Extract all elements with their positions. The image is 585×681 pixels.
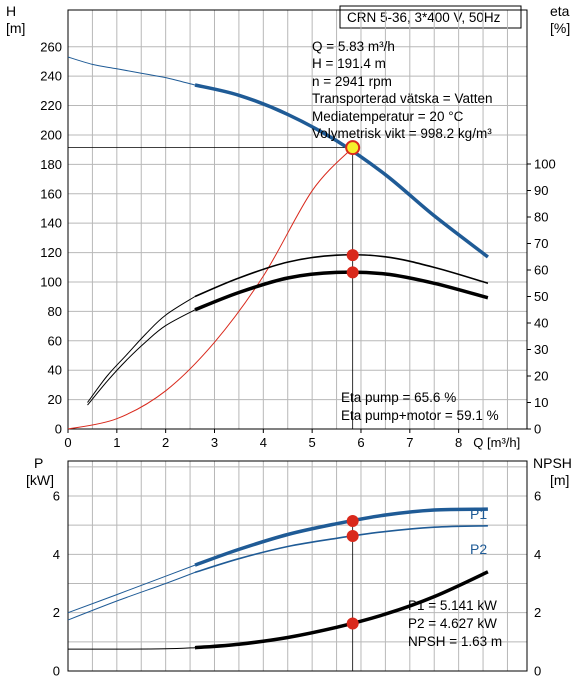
h-tick-label: 200 (40, 127, 62, 142)
npsh-tick-label: 0 (534, 664, 541, 679)
bottom-plot-frame (67, 460, 528, 672)
eta-axis-label: eta (550, 3, 570, 19)
info-q: Q = 5.83 m³/h (312, 39, 395, 54)
h-tick-label: 80 (48, 304, 62, 319)
info-p1: P1 = 5.141 kW (408, 598, 497, 613)
h-tick-label: 240 (40, 69, 62, 84)
eta-pump-op-marker (346, 249, 359, 262)
eta-pump-curve-thick (194, 253, 489, 298)
p-tick-label: 0 (53, 664, 60, 679)
q-tick-label: 2 (162, 435, 169, 450)
eta-total-op-marker (346, 266, 359, 279)
q-tick-label: 8 (455, 435, 462, 450)
q-tick-label: 6 (357, 435, 364, 450)
h-tick-label: 40 (48, 363, 62, 378)
eta-total-curve-thin (87, 309, 196, 406)
npsh-curve-thick (194, 570, 489, 650)
eta-tick-label: 0 (534, 422, 541, 437)
chart-title: CRN 5-36, 3*400 V, 50Hz (347, 10, 501, 25)
eta-tick-label: 90 (534, 183, 548, 198)
p1-curve-thin (67, 564, 196, 614)
eta-pump-curve-thin (87, 296, 196, 403)
npsh-axis-label: NPSH (533, 455, 572, 471)
npsh-axis-unit: [m] (550, 472, 569, 488)
h-axis-unit: [m] (6, 20, 25, 36)
h-tick-label: 100 (40, 274, 62, 289)
bottom-ticks: 0 2 4 6 0 2 4 6 (53, 489, 541, 679)
info-eta-pump-motor: Eta pump+motor = 59.1 % (341, 408, 499, 423)
h-tick-label: 20 (48, 392, 62, 407)
eta-axis-unit: [%] (550, 20, 570, 36)
eta-tick-label: 50 (534, 289, 548, 304)
p1-op-marker (346, 515, 359, 528)
h-op-marker (345, 140, 361, 156)
info-npsh: NPSH = 1.63 m (408, 634, 502, 649)
q-tick-label: 1 (113, 435, 120, 450)
npsh-curve-thin (67, 647, 196, 650)
h-tick-label: 260 (40, 39, 62, 54)
h-tick-label: 120 (40, 245, 62, 260)
h-tick-label: 0 (55, 422, 62, 437)
top-plot-frame (67, 9, 528, 430)
info-h: H = 191.4 m (312, 56, 386, 71)
p-tick-label: 6 (53, 489, 60, 504)
info-n: n = 2941 rpm (312, 74, 392, 89)
npsh-tick-label: 4 (534, 547, 541, 562)
bottom-curves (67, 507, 489, 671)
h-curve-thick (194, 83, 489, 259)
info-density: Volymetrisk vikt = 998.2 kg/m³ (312, 126, 492, 141)
h-tick-label: 60 (48, 333, 62, 348)
q-tick-label: 5 (309, 435, 316, 450)
h-curve-thin (67, 56, 196, 86)
top-curves (67, 56, 489, 430)
npsh-op-marker (346, 617, 359, 630)
eta-total-curve-thick (194, 270, 489, 312)
bottom-grid (67, 460, 528, 672)
p1-curve-thick (194, 507, 488, 567)
series-label-p1: P1 (470, 506, 487, 522)
eta-tick-label: 70 (534, 236, 548, 251)
eta-tick-label: 40 (534, 316, 548, 331)
top-grid (67, 9, 528, 430)
q-tick-label: 3 (211, 435, 218, 450)
p2-curve-thick (194, 525, 488, 574)
eta-tick-label: 20 (534, 369, 548, 384)
q-tick-label: 4 (260, 435, 267, 450)
info-liquid: Transporterad vätska = Vatten (312, 91, 492, 106)
h-tick-label: 180 (40, 157, 62, 172)
eta-tick-label: 60 (534, 263, 548, 278)
system-curve (67, 147, 354, 430)
h-tick-label: 140 (40, 216, 62, 231)
p2-curve-thin (67, 571, 196, 621)
h-tick-label: 160 (40, 186, 62, 201)
info-temperature: Mediatemperatur = 20 °C (312, 109, 464, 124)
eta-tick-label: 30 (534, 342, 548, 357)
p-tick-label: 4 (53, 547, 60, 562)
info-p2: P2 = 4.627 kW (408, 616, 497, 631)
npsh-tick-label: 6 (534, 489, 541, 504)
info-eta-pump: Eta pump = 65.6 % (341, 390, 456, 405)
q-axis-label: Q [m³/h] (473, 435, 520, 450)
eta-tick-label: 10 (534, 395, 548, 410)
h-tick-label: 220 (40, 98, 62, 113)
eta-tick-label: 80 (534, 210, 548, 225)
q-tick-label: 7 (406, 435, 413, 450)
p-axis-unit: [kW] (26, 472, 54, 488)
p-axis-label: P (34, 455, 43, 471)
npsh-tick-label: 2 (534, 605, 541, 620)
series-label-p2: P2 (470, 541, 487, 557)
p2-op-marker (346, 530, 359, 543)
p-tick-label: 2 (53, 605, 60, 620)
h-axis-label: H (6, 3, 16, 19)
eta-tick-label: 100 (534, 157, 556, 172)
q-tick-label: 0 (64, 435, 71, 450)
